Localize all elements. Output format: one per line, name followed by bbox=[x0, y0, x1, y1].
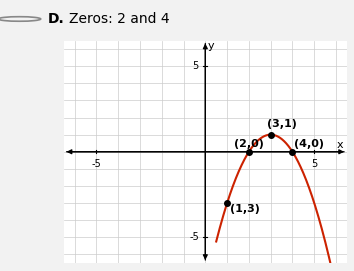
Text: Zeros: 2 and 4: Zeros: 2 and 4 bbox=[69, 12, 170, 26]
Text: x: x bbox=[337, 140, 344, 150]
Text: D.: D. bbox=[48, 12, 64, 26]
Text: 5: 5 bbox=[193, 61, 199, 71]
Text: -5: -5 bbox=[189, 232, 199, 242]
Text: y: y bbox=[207, 41, 214, 51]
Text: (2,0): (2,0) bbox=[234, 139, 263, 149]
Text: 5: 5 bbox=[311, 159, 318, 169]
Text: -5: -5 bbox=[92, 159, 101, 169]
Text: (4,0): (4,0) bbox=[293, 139, 324, 149]
Text: (3,1): (3,1) bbox=[267, 119, 297, 129]
Text: (1,3): (1,3) bbox=[230, 204, 260, 214]
